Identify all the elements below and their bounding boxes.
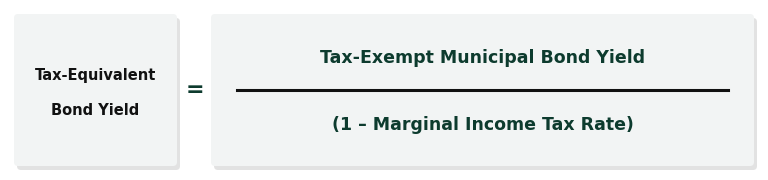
Text: =: =: [186, 80, 204, 100]
FancyBboxPatch shape: [14, 14, 177, 166]
FancyBboxPatch shape: [17, 18, 180, 170]
Text: (1 – Marginal Income Tax Rate): (1 – Marginal Income Tax Rate): [332, 116, 634, 134]
Text: Tax-Exempt Municipal Bond Yield: Tax-Exempt Municipal Bond Yield: [320, 49, 645, 67]
FancyBboxPatch shape: [214, 18, 757, 170]
Text: Tax-Equivalent: Tax-Equivalent: [35, 68, 156, 83]
FancyBboxPatch shape: [211, 14, 754, 166]
Text: Bond Yield: Bond Yield: [51, 103, 140, 118]
